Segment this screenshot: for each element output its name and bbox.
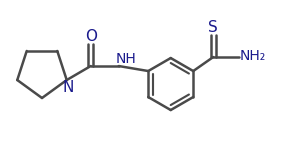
Text: N: N <box>62 80 73 94</box>
Text: O: O <box>85 28 97 44</box>
Text: NH: NH <box>116 52 136 66</box>
Text: NH₂: NH₂ <box>240 49 266 63</box>
Text: S: S <box>209 20 218 34</box>
